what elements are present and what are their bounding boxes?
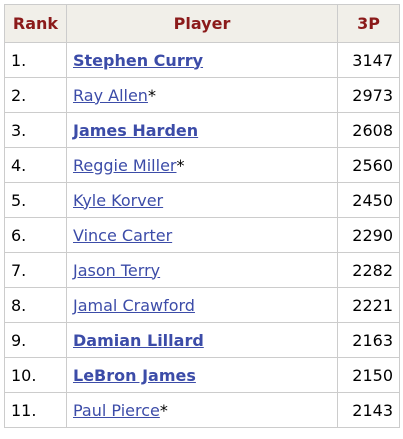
three-pointers-cell: 2290 bbox=[337, 217, 400, 253]
leaders-table: Rank Player 3P 1. Stephen Curry 3147 2. Ray … bbox=[4, 4, 400, 428]
table-row: 9. Damian Lillard 2163 bbox=[4, 322, 400, 358]
player-link[interactable]: Ray Allen bbox=[73, 85, 148, 105]
three-pointers-cell: 2450 bbox=[337, 182, 400, 218]
rank-cell: 8. bbox=[4, 287, 67, 323]
player-link[interactable]: Vince Carter bbox=[73, 225, 173, 245]
rank-cell: 6. bbox=[4, 217, 67, 253]
table-row: 3. James Harden 2608 bbox=[4, 112, 400, 148]
player-cell: LeBron James bbox=[66, 357, 338, 393]
three-pointers-cell: 2143 bbox=[337, 392, 400, 428]
header-rank[interactable]: Rank bbox=[4, 4, 67, 43]
player-link[interactable]: Stephen Curry bbox=[73, 50, 204, 70]
player-link[interactable]: Reggie Miller bbox=[73, 155, 177, 175]
player-cell: Damian Lillard bbox=[66, 322, 338, 358]
player-link[interactable]: Jason Terry bbox=[73, 260, 161, 280]
header-row: Rank Player 3P bbox=[4, 4, 400, 43]
table-row: 1. Stephen Curry 3147 bbox=[4, 42, 400, 78]
three-pointers-cell: 2560 bbox=[337, 147, 400, 183]
hall-of-fame-marker: * bbox=[159, 400, 168, 420]
player-link[interactable]: Paul Pierce bbox=[73, 400, 160, 420]
table-row: 7. Jason Terry 2282 bbox=[4, 252, 400, 288]
player-link[interactable]: James Harden bbox=[73, 120, 199, 140]
player-cell: Jamal Crawford bbox=[66, 287, 338, 323]
table-row: 11. Paul Pierce* 2143 bbox=[4, 392, 400, 428]
three-pointers-cell: 3147 bbox=[337, 42, 400, 78]
player-link[interactable]: Damian Lillard bbox=[73, 330, 204, 350]
player-link[interactable]: Jamal Crawford bbox=[73, 295, 195, 315]
player-cell: Vince Carter bbox=[66, 217, 338, 253]
header-player[interactable]: Player bbox=[66, 4, 338, 43]
player-cell: Paul Pierce* bbox=[66, 392, 338, 428]
rank-cell: 3. bbox=[4, 112, 67, 148]
rank-cell: 1. bbox=[4, 42, 67, 78]
table-row: 2. Ray Allen* 2973 bbox=[4, 77, 400, 113]
three-pointers-cell: 2973 bbox=[337, 77, 400, 113]
three-pointers-cell: 2282 bbox=[337, 252, 400, 288]
hall-of-fame-marker: * bbox=[147, 85, 156, 105]
player-link[interactable]: Kyle Korver bbox=[73, 190, 164, 210]
table-row: 10. LeBron James 2150 bbox=[4, 357, 400, 393]
rank-cell: 5. bbox=[4, 182, 67, 218]
table-header: Rank Player 3P bbox=[4, 4, 400, 43]
rank-cell: 4. bbox=[4, 147, 67, 183]
three-pointers-cell: 2221 bbox=[337, 287, 400, 323]
three-pointers-cell: 2150 bbox=[337, 357, 400, 393]
rank-cell: 7. bbox=[4, 252, 67, 288]
player-link[interactable]: LeBron James bbox=[73, 365, 196, 385]
player-cell: James Harden bbox=[66, 112, 338, 148]
rank-cell: 9. bbox=[4, 322, 67, 358]
table-row: 4. Reggie Miller* 2560 bbox=[4, 147, 400, 183]
hall-of-fame-marker: * bbox=[176, 155, 185, 175]
player-cell: Ray Allen* bbox=[66, 77, 338, 113]
player-cell: Jason Terry bbox=[66, 252, 338, 288]
table-body: 1. Stephen Curry 3147 2. Ray Allen* 2973 3. Jam… bbox=[4, 42, 400, 428]
three-pointers-cell: 2608 bbox=[337, 112, 400, 148]
rank-cell: 10. bbox=[4, 357, 67, 393]
three-pointers-cell: 2163 bbox=[337, 322, 400, 358]
player-cell: Kyle Korver bbox=[66, 182, 338, 218]
player-cell: Reggie Miller* bbox=[66, 147, 338, 183]
rank-cell: 11. bbox=[4, 392, 67, 428]
header-3p[interactable]: 3P bbox=[337, 4, 400, 43]
player-cell: Stephen Curry bbox=[66, 42, 338, 78]
rank-cell: 2. bbox=[4, 77, 67, 113]
table-row: 6. Vince Carter 2290 bbox=[4, 217, 400, 253]
table-row: 8. Jamal Crawford 2221 bbox=[4, 287, 400, 323]
table-row: 5. Kyle Korver 2450 bbox=[4, 182, 400, 218]
